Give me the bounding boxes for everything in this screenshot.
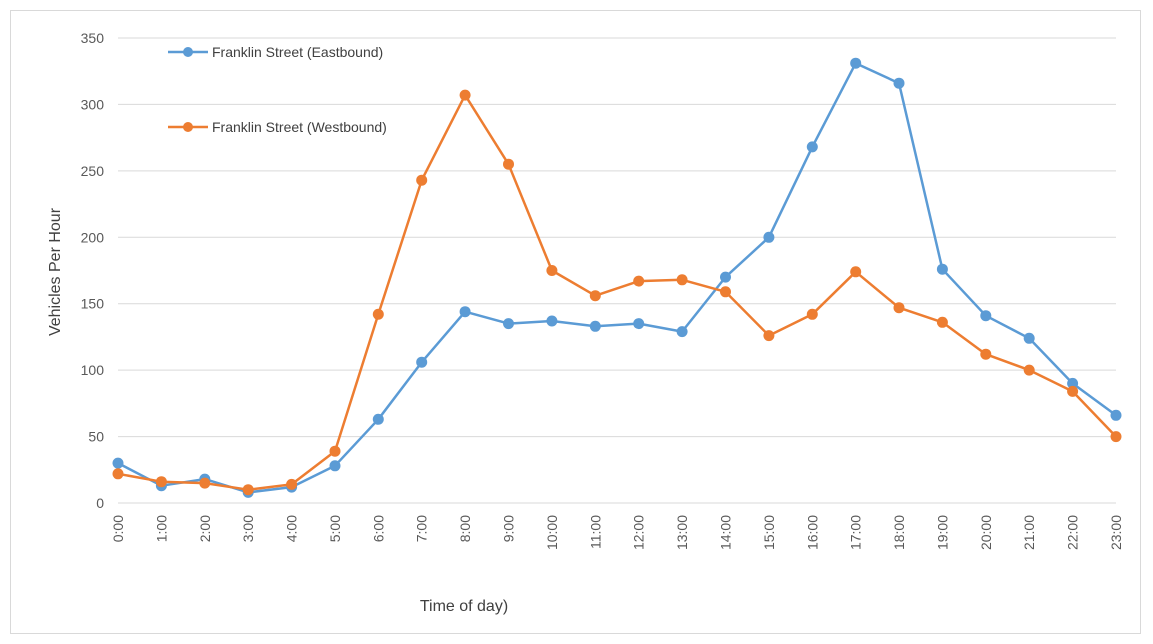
data-point-westbound	[459, 89, 471, 101]
data-point-eastbound	[589, 320, 601, 332]
data-point-eastbound	[676, 326, 688, 338]
x-tick-label: 14:00	[717, 515, 733, 550]
data-point-eastbound	[850, 57, 862, 69]
data-point-eastbound	[980, 310, 992, 322]
data-point-westbound	[112, 468, 124, 480]
data-point-eastbound	[1067, 377, 1079, 389]
series-lines	[112, 57, 1122, 498]
data-point-eastbound	[329, 460, 341, 472]
data-point-westbound	[1067, 385, 1079, 397]
legend-label-eastbound: Franklin Street (Eastbound)	[212, 44, 383, 60]
legend-label-westbound: Franklin Street (Westbound)	[212, 119, 387, 135]
x-tick-label: 12:00	[631, 515, 647, 550]
legend-swatch-eastbound-marker	[183, 47, 193, 57]
data-point-eastbound	[633, 318, 645, 330]
y-axis-title: Vehicles Per Hour	[47, 207, 64, 336]
data-point-eastbound	[893, 77, 905, 89]
data-point-westbound	[503, 158, 514, 170]
data-point-westbound	[720, 286, 731, 298]
data-point-westbound	[155, 476, 167, 488]
data-point-westbound	[633, 275, 645, 287]
data-point-westbound	[199, 477, 211, 489]
x-tick-label: 6:00	[370, 515, 386, 542]
data-point-eastbound	[503, 318, 514, 330]
data-point-eastbound	[372, 413, 384, 425]
x-tick-label: 19:00	[934, 515, 950, 550]
x-tick-label: 21:00	[1021, 515, 1037, 550]
x-tick-label: 0:00	[110, 515, 126, 542]
y-tick-label: 350	[81, 30, 105, 46]
data-point-eastbound	[936, 263, 948, 275]
data-point-westbound	[416, 174, 428, 186]
x-tick-label: 5:00	[327, 515, 343, 542]
y-tick-label: 300	[81, 96, 105, 112]
y-tick-label: 200	[81, 229, 105, 245]
legend: Franklin Street (Eastbound) Franklin Str…	[168, 44, 387, 135]
x-tick-label: 7:00	[414, 515, 430, 542]
data-point-eastbound	[546, 315, 558, 327]
x-tick-label: 8:00	[457, 515, 473, 542]
x-tick-label: 4:00	[284, 515, 300, 542]
x-tick-label: 16:00	[804, 515, 820, 550]
data-point-westbound	[806, 308, 818, 320]
y-tick-label: 100	[81, 362, 105, 378]
data-point-westbound	[589, 290, 601, 302]
y-tick-label: 0	[96, 495, 104, 511]
chart-frame	[10, 10, 1141, 634]
x-tick-label: 18:00	[891, 515, 907, 550]
data-point-westbound	[850, 266, 862, 278]
x-tick-label: 10:00	[544, 515, 560, 550]
x-tick-label: 15:00	[761, 515, 777, 550]
x-axis-title: Time of day)	[420, 598, 508, 615]
data-point-eastbound	[1023, 332, 1035, 344]
data-point-eastbound	[1110, 409, 1122, 421]
data-point-westbound	[546, 265, 558, 276]
y-tick-label: 250	[81, 163, 105, 179]
data-point-westbound	[1110, 431, 1122, 443]
y-tick-labels: 0 50 100 150 200 250 300 350	[81, 30, 105, 511]
x-tick-label: 23:00	[1108, 515, 1124, 550]
y-tick-label: 150	[81, 296, 105, 312]
y-tick-label: 50	[88, 429, 104, 445]
x-tick-label: 11:00	[587, 515, 603, 549]
data-point-eastbound	[806, 141, 818, 153]
series-line-eastbound	[117, 61, 1117, 494]
data-point-westbound	[1023, 364, 1035, 376]
x-tick-label: 9:00	[501, 515, 517, 542]
x-tick-label: 20:00	[978, 515, 994, 550]
x-tick-label: 22:00	[1065, 515, 1081, 550]
data-point-eastbound	[720, 271, 731, 283]
data-point-westbound	[372, 308, 384, 320]
x-tick-label: 1:00	[153, 515, 169, 542]
data-point-eastbound	[112, 457, 124, 469]
data-point-eastbound	[763, 231, 775, 243]
data-point-westbound	[329, 445, 341, 457]
data-point-westbound	[980, 348, 992, 360]
data-point-westbound	[936, 316, 948, 328]
x-tick-labels: 0:00 1:00 2:00 3:00 4:00 5:00 6:00 7:00 8:00 9:00…	[110, 515, 1124, 550]
x-tick-label: 2:00	[197, 515, 213, 542]
data-point-eastbound	[459, 306, 471, 318]
x-tick-label: 17:00	[848, 515, 864, 550]
data-point-westbound	[763, 330, 775, 342]
x-tick-label: 13:00	[674, 515, 690, 550]
data-point-westbound	[242, 484, 254, 496]
data-point-westbound	[676, 274, 688, 286]
legend-swatch-westbound-marker	[183, 122, 193, 132]
data-point-westbound	[286, 478, 298, 490]
x-tick-label: 3:00	[240, 515, 256, 542]
data-point-westbound	[893, 302, 905, 314]
data-point-eastbound	[416, 356, 428, 368]
series-line-westbound	[117, 93, 1117, 491]
gridlines	[118, 37, 1116, 504]
